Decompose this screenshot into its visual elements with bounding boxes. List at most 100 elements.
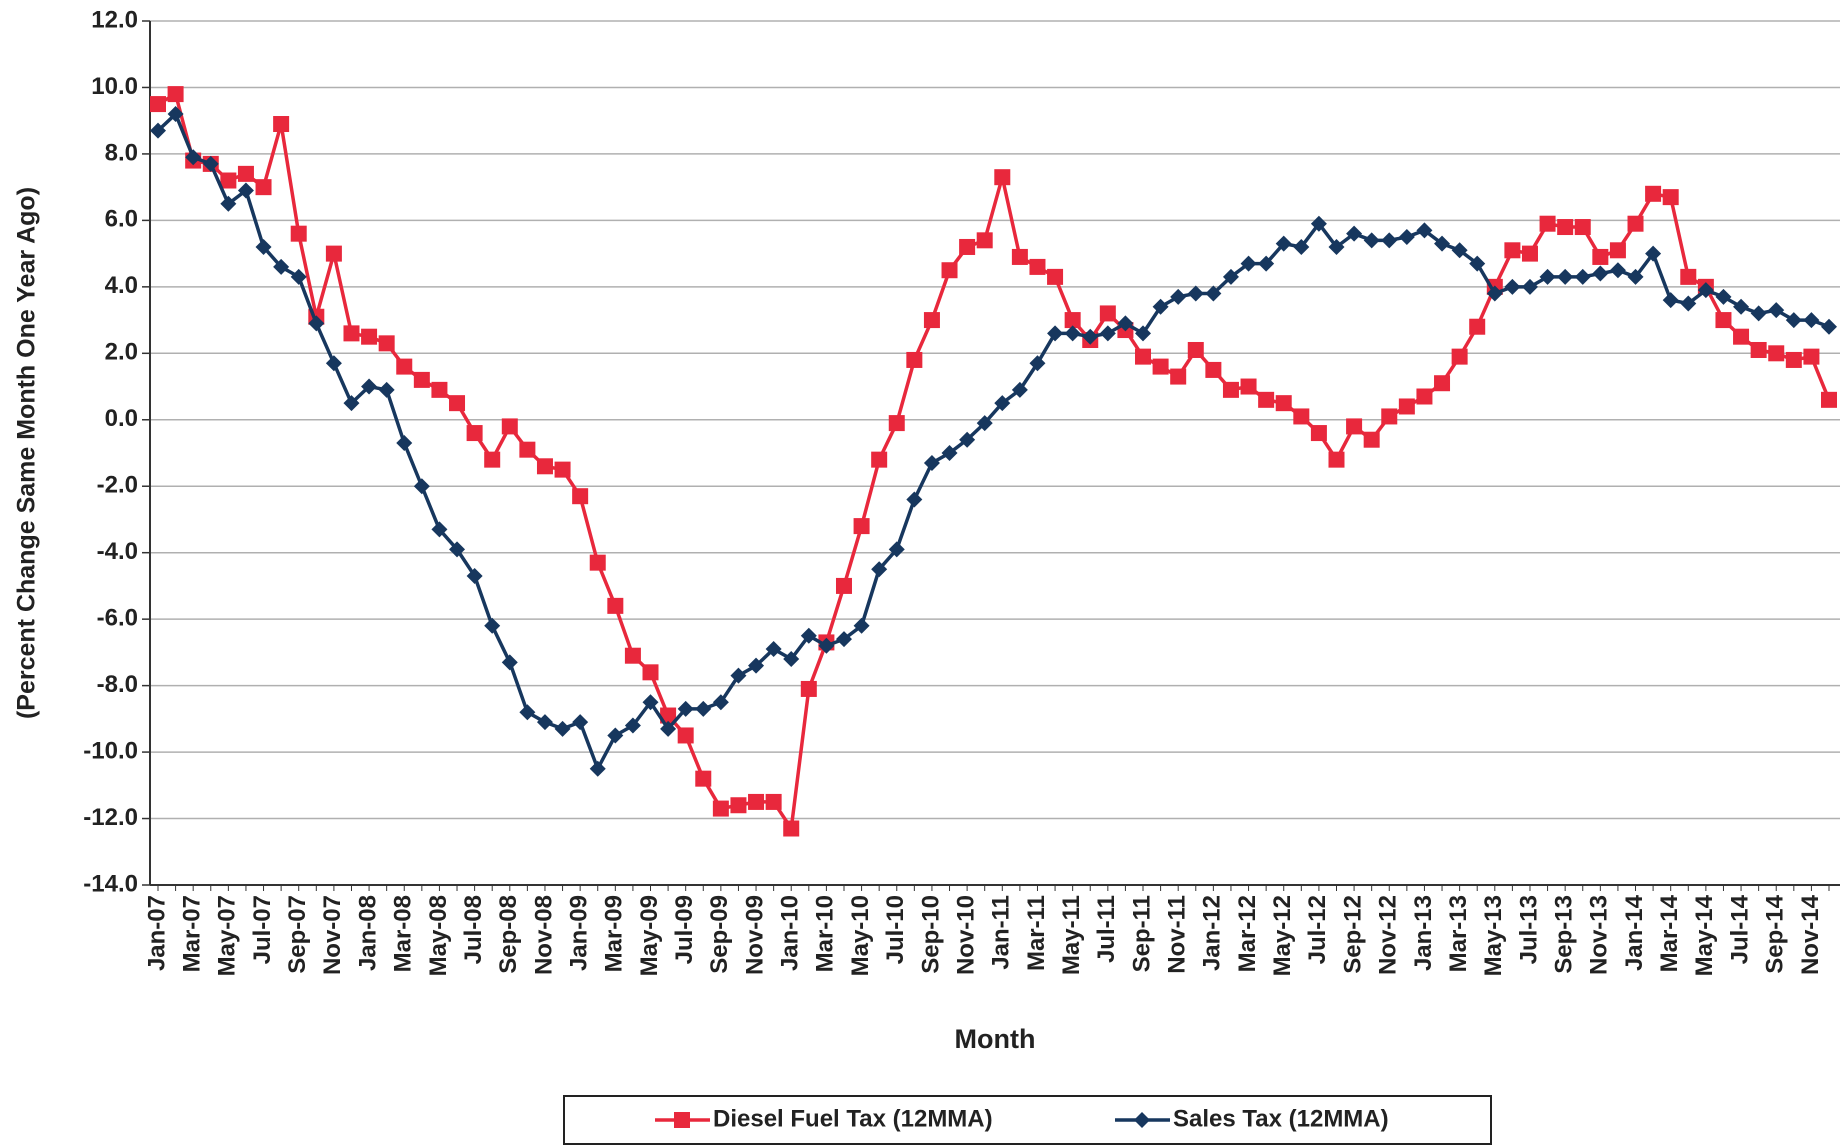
data-point xyxy=(871,561,888,578)
data-point xyxy=(1645,245,1662,262)
data-point xyxy=(906,351,923,368)
data-point xyxy=(1785,351,1802,368)
data-point xyxy=(536,458,553,475)
data-point xyxy=(1205,285,1222,302)
data-point xyxy=(1803,312,1820,329)
data-point xyxy=(888,415,905,432)
data-point xyxy=(1047,268,1064,285)
data-point xyxy=(237,182,254,199)
data-point xyxy=(1363,431,1380,448)
data-point xyxy=(1240,378,1257,395)
data-point xyxy=(1047,325,1064,342)
x-tick-label: Sep-10 xyxy=(917,895,944,974)
data-point xyxy=(1768,345,1785,362)
x-tick-label: Sep-07 xyxy=(284,895,311,974)
data-point xyxy=(1328,451,1345,468)
data-point xyxy=(378,335,395,352)
data-point xyxy=(1733,298,1750,315)
x-tick-label: Mar-10 xyxy=(812,895,839,972)
data-point xyxy=(1645,185,1662,202)
data-point xyxy=(220,172,237,189)
data-point xyxy=(624,647,641,664)
legend-box xyxy=(563,1095,1492,1145)
y-tick-label: 4.0 xyxy=(105,272,138,299)
data-point xyxy=(1258,255,1275,272)
data-point xyxy=(871,451,888,468)
data-point xyxy=(1381,408,1398,425)
data-point xyxy=(1609,242,1626,259)
data-point xyxy=(554,720,571,737)
legend-marker xyxy=(1134,1112,1150,1128)
x-tick-label: Sep-08 xyxy=(495,895,522,974)
x-tick-label: Jul-07 xyxy=(249,895,276,964)
data-point xyxy=(396,435,413,452)
data-point xyxy=(466,567,483,584)
x-tick-label: Mar-12 xyxy=(1234,895,1261,972)
data-point xyxy=(1715,288,1732,305)
data-point xyxy=(607,597,624,614)
data-point xyxy=(273,116,290,133)
x-tick-label: Nov-07 xyxy=(319,895,346,975)
data-point xyxy=(589,554,606,571)
data-point xyxy=(589,760,606,777)
y-tick-label: 6.0 xyxy=(105,206,138,233)
x-tick-label: Sep-14 xyxy=(1762,894,1789,973)
data-point xyxy=(1434,375,1451,392)
data-point xyxy=(712,694,729,711)
data-point xyxy=(765,793,782,810)
y-tick-label: 8.0 xyxy=(105,139,138,166)
data-point xyxy=(607,727,624,744)
x-axis-title: Month xyxy=(955,1024,1036,1054)
data-point xyxy=(255,179,272,196)
data-point xyxy=(994,169,1011,186)
data-point xyxy=(1240,255,1257,272)
data-point xyxy=(1680,268,1697,285)
data-point xyxy=(1082,328,1099,345)
y-tick-label: -10.0 xyxy=(83,737,138,764)
x-tick-label: Jan-08 xyxy=(354,895,381,971)
data-point xyxy=(1803,348,1820,365)
data-point xyxy=(1715,312,1732,329)
data-point xyxy=(1310,425,1327,442)
data-point xyxy=(835,631,852,648)
data-point xyxy=(748,657,765,674)
x-tick-label: Sep-09 xyxy=(706,895,733,974)
data-point xyxy=(554,461,571,478)
data-point xyxy=(1187,341,1204,358)
data-point xyxy=(1733,328,1750,345)
data-point xyxy=(800,680,817,697)
data-point xyxy=(325,245,342,262)
data-point xyxy=(853,518,870,535)
data-point xyxy=(167,86,184,103)
data-point xyxy=(1504,242,1521,259)
data-point xyxy=(150,122,166,139)
data-point xyxy=(1363,232,1380,249)
data-point xyxy=(1469,255,1486,272)
data-point xyxy=(712,800,729,817)
data-point xyxy=(237,165,254,182)
data-point xyxy=(1680,295,1697,312)
data-point xyxy=(343,325,360,342)
data-point xyxy=(150,96,166,113)
data-point xyxy=(1662,189,1679,206)
data-point xyxy=(1416,222,1433,239)
data-point xyxy=(1205,361,1222,378)
x-tick-label: Nov-12 xyxy=(1375,895,1402,975)
data-point xyxy=(677,700,694,717)
data-point xyxy=(783,651,800,668)
x-tick-label: Mar-11 xyxy=(1023,895,1050,971)
data-point xyxy=(290,225,307,242)
data-point xyxy=(1662,292,1679,309)
data-point xyxy=(255,238,272,255)
data-point xyxy=(396,358,413,375)
x-tick-label: May-10 xyxy=(847,895,874,976)
data-point xyxy=(923,454,940,471)
data-point xyxy=(1785,312,1802,329)
data-point xyxy=(941,445,958,461)
data-point xyxy=(449,541,466,558)
data-point xyxy=(167,106,184,123)
data-point xyxy=(1592,248,1609,265)
data-point xyxy=(1821,318,1837,335)
data-point xyxy=(695,770,712,787)
